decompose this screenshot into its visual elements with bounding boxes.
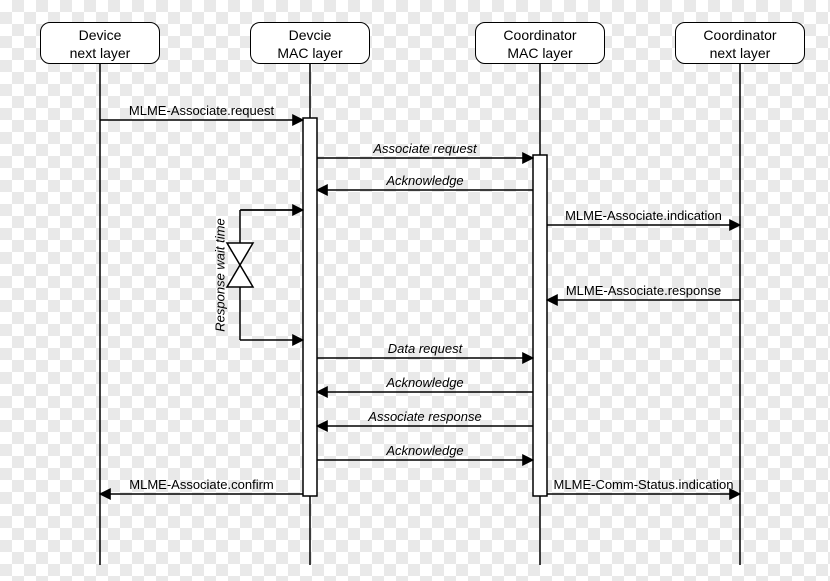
message-label-0: MLME-Associate.request bbox=[129, 103, 274, 120]
wait-time-label: Response wait time bbox=[213, 218, 228, 331]
message-label-9: MLME-Associate.confirm bbox=[129, 477, 273, 494]
hourglass-icon bbox=[227, 243, 253, 287]
actor-coord_next: Coordinator next layer bbox=[675, 22, 805, 64]
message-label-1: Associate request bbox=[373, 141, 476, 158]
message-label-5: Data request bbox=[388, 341, 462, 358]
message-label-3: MLME-Associate.indication bbox=[565, 208, 722, 225]
message-label-7: Associate response bbox=[368, 409, 481, 426]
message-label-2: Acknowledge bbox=[386, 173, 463, 190]
message-label-6: Acknowledge bbox=[386, 375, 463, 392]
message-label-4: MLME-Associate.response bbox=[566, 283, 721, 300]
actor-coord_mac: Coordinator MAC layer bbox=[475, 22, 605, 64]
actor-dev_mac: Devcie MAC layer bbox=[250, 22, 370, 64]
message-label-8: Acknowledge bbox=[386, 443, 463, 460]
activation-dev_mac bbox=[303, 118, 317, 496]
actor-dev_next: Device next layer bbox=[40, 22, 160, 64]
message-label-10: MLME-Comm-Status.indication bbox=[554, 477, 734, 494]
activation-coord_mac bbox=[533, 155, 547, 496]
